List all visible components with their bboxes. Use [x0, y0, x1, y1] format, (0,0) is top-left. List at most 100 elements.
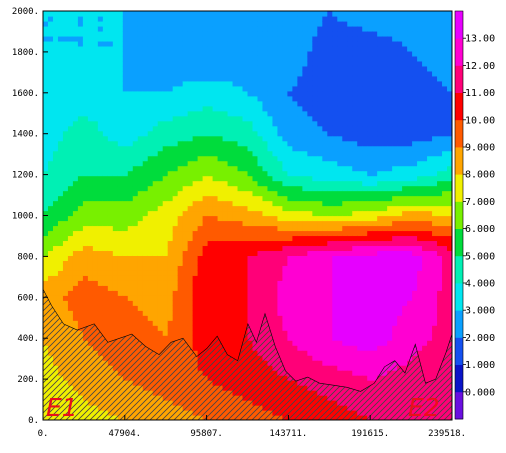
heatmap-cell — [332, 70, 338, 77]
heatmap-cell — [222, 135, 229, 142]
heatmap-cell — [147, 95, 154, 102]
heatmap-cell — [62, 275, 69, 281]
heatmap-cell — [57, 300, 64, 306]
heatmap-cell — [52, 200, 59, 207]
heatmap-cell — [222, 150, 229, 157]
heatmap-cell — [342, 345, 348, 351]
heatmap-cell — [212, 270, 219, 276]
heatmap-cell — [342, 255, 348, 261]
heatmap-cell — [137, 150, 144, 157]
heatmap-cell — [152, 45, 159, 52]
heatmap-cell — [337, 80, 343, 87]
heatmap-cell — [102, 70, 109, 77]
heatmap-cell — [317, 105, 323, 112]
heatmap-cell — [292, 315, 298, 321]
heatmap-cell — [157, 195, 164, 202]
heatmap-cell — [267, 250, 274, 256]
heatmap-cell — [107, 255, 114, 261]
heatmap-cell — [217, 45, 224, 52]
heatmap-cell — [212, 295, 219, 301]
heatmap-cell — [92, 70, 99, 77]
heatmap-cell — [257, 25, 264, 32]
heatmap-cell — [187, 155, 194, 162]
heatmap-cell — [302, 115, 308, 122]
heatmap-cell — [102, 295, 109, 301]
heatmap-cell — [57, 230, 64, 237]
heatmap-cell — [342, 280, 348, 286]
heatmap-cell — [327, 15, 333, 22]
heatmap-cell — [217, 240, 224, 247]
heatmap-cell — [212, 155, 219, 162]
heatmap-cell — [142, 315, 149, 321]
heatmap-cell — [322, 105, 328, 112]
heatmap-cell — [47, 65, 54, 72]
heatmap-cell — [102, 150, 109, 157]
heatmap-cell — [297, 275, 303, 281]
heatmap-cell — [272, 185, 279, 192]
heatmap-cell — [197, 85, 204, 92]
heatmap-cell — [282, 365, 288, 371]
heatmap-cell — [287, 290, 293, 296]
heatmap-cell — [267, 105, 274, 112]
heatmap-cell — [192, 240, 199, 247]
heatmap-cell — [152, 135, 159, 142]
heatmap-cell — [297, 70, 303, 77]
heatmap-cell — [332, 25, 338, 32]
heatmap-cell — [52, 280, 59, 286]
heatmap-cell — [302, 315, 308, 321]
heatmap-cell — [207, 200, 214, 207]
heatmap-cell — [202, 11, 209, 17]
heatmap-cell — [292, 310, 298, 316]
heatmap-cell — [107, 240, 114, 247]
heatmap-cell — [217, 60, 224, 67]
heatmap-cell — [287, 140, 293, 147]
heatmap-cell — [222, 225, 229, 232]
heatmap-cell — [92, 200, 99, 207]
heatmap-cell — [97, 140, 104, 147]
heatmap-cell — [272, 250, 279, 256]
heatmap-cell — [212, 215, 219, 222]
heatmap-cell — [117, 275, 124, 281]
heatmap-cell — [217, 115, 224, 122]
heatmap-cell — [122, 110, 129, 117]
heatmap-cell — [227, 330, 234, 336]
heatmap-cell — [47, 85, 54, 92]
heatmap-cell — [317, 210, 323, 217]
heatmap-cell — [307, 30, 313, 37]
heatmap-cell — [322, 280, 328, 286]
heatmap-cell — [277, 350, 284, 356]
heatmap-cell — [182, 70, 189, 77]
heatmap-cell — [122, 255, 129, 261]
heatmap-cell — [297, 200, 303, 207]
heatmap-cell — [112, 265, 119, 271]
heatmap-cell — [332, 250, 338, 256]
heatmap-cell — [137, 85, 144, 92]
heatmap-cell — [47, 200, 54, 207]
heatmap-cell — [67, 165, 74, 172]
heatmap-cell — [187, 165, 194, 172]
heatmap-cell — [247, 255, 254, 261]
heatmap-cell — [43, 170, 49, 177]
heatmap-cell — [192, 155, 199, 162]
heatmap-cell — [277, 200, 284, 207]
heatmap-cell — [287, 30, 293, 37]
heatmap-cell — [257, 315, 264, 321]
heatmap-cell — [182, 75, 189, 82]
heatmap-cell — [252, 240, 259, 247]
heatmap-cell — [207, 240, 214, 247]
heatmap-cell — [322, 240, 328, 247]
heatmap-cell — [97, 320, 104, 326]
heatmap-cell — [137, 200, 144, 207]
heatmap-cell — [162, 11, 169, 17]
heatmap-cell — [137, 180, 144, 187]
heatmap-cell — [302, 190, 308, 197]
heatmap-cell — [167, 195, 174, 202]
heatmap-cell — [312, 35, 318, 42]
heatmap-cell — [72, 50, 79, 57]
heatmap-cell — [337, 315, 343, 321]
heatmap-cell — [192, 275, 199, 281]
heatmap-cell — [342, 195, 348, 202]
heatmap-cell — [207, 145, 214, 152]
heatmap-cell — [72, 220, 79, 227]
heatmap-cell — [127, 260, 134, 266]
